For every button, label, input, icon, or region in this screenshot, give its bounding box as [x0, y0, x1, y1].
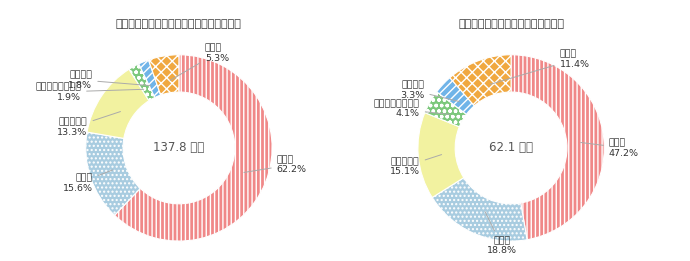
Title: 放送コンテンツ海外輸出額（ジャンル別）: 放送コンテンツ海外輸出額（ジャンル別）	[116, 19, 242, 29]
Wedge shape	[139, 60, 161, 98]
Text: ドキュメンタリー
1.9%: ドキュメンタリー 1.9%	[35, 82, 144, 102]
Text: その他
5.3%: その他 5.3%	[170, 43, 229, 80]
Wedge shape	[450, 55, 511, 106]
Wedge shape	[148, 55, 179, 95]
Text: ドラマ
15.6%: ドラマ 15.6%	[63, 170, 112, 193]
Text: スポーツ
3.3%: スポーツ 3.3%	[400, 80, 460, 102]
Text: バラエティ
13.3%: バラエティ 13.3%	[57, 111, 121, 137]
Text: スポーツ
1.8%: スポーツ 1.8%	[68, 70, 150, 90]
Wedge shape	[432, 178, 527, 241]
Text: 62.1 億円: 62.1 億円	[489, 141, 533, 155]
Text: ドキュメンタリー
4.1%: ドキュメンタリー 4.1%	[374, 99, 450, 118]
Wedge shape	[115, 55, 272, 241]
Text: 137.8 億円: 137.8 億円	[153, 141, 204, 155]
Text: アニメ
62.2%: アニメ 62.2%	[244, 155, 307, 174]
Wedge shape	[129, 64, 155, 101]
Wedge shape	[86, 132, 140, 215]
Wedge shape	[87, 69, 149, 138]
Text: その他
11.4%: その他 11.4%	[490, 50, 589, 84]
Wedge shape	[437, 78, 474, 114]
Text: ドラマ
18.8%: ドラマ 18.8%	[485, 212, 517, 256]
Wedge shape	[418, 113, 464, 198]
Text: アニメ
47.2%: アニメ 47.2%	[581, 138, 639, 158]
Wedge shape	[511, 55, 604, 240]
Title: 番組放送権の輸出額（ジャンル別）: 番組放送権の輸出額（ジャンル別）	[458, 19, 564, 29]
Text: バラエティ
15.1%: バラエティ 15.1%	[390, 155, 442, 176]
Wedge shape	[425, 92, 466, 127]
